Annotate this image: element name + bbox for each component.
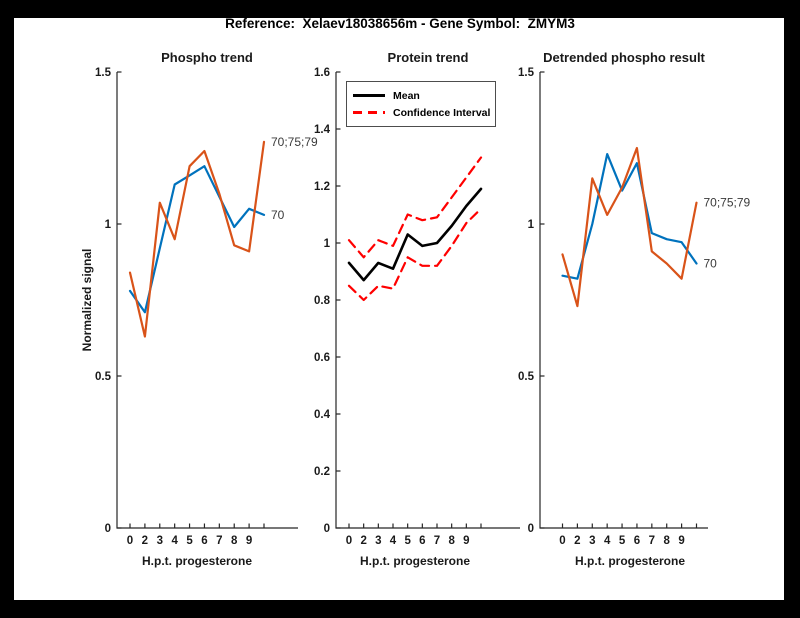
figure-title: Reference: Xelaev18038656m - Gene Symbol… <box>225 16 575 31</box>
x-tick-label: 5 <box>186 535 193 547</box>
series-line-70-75-79 <box>128 140 266 338</box>
x-axis-label-middle: H.p.t. progesterone <box>359 554 471 568</box>
confidence-interval-line-sample <box>353 111 385 114</box>
series-end-label-70: 70 <box>704 257 718 271</box>
series-line-confidence-interval-upper <box>347 156 483 259</box>
axis-spines-panel-2 <box>539 72 708 529</box>
y-tick-label: 0.5 <box>518 371 535 383</box>
y-tick-label: 0 <box>105 523 111 535</box>
legend-label-mean: Mean <box>393 89 420 102</box>
x-tick-label: 6 <box>634 535 640 547</box>
x-tick-label: 5 <box>404 535 411 547</box>
mean-line-sample <box>353 94 385 97</box>
y-tick-label: 0 <box>324 523 330 535</box>
x-tick-label: 7 <box>216 535 222 547</box>
x-tick-label: 6 <box>419 535 425 547</box>
x-tick-label: 6 <box>201 535 207 547</box>
y-tick-label: 0.4 <box>314 409 331 421</box>
y-tick-label: 1.6 <box>314 67 330 79</box>
series-end-label-70-75-79: 70;75;79 <box>704 196 751 210</box>
y-tick-label: 0.6 <box>314 352 330 364</box>
legend-label-confidence-interval: Confidence Interval <box>393 106 491 119</box>
x-tick-label: 8 <box>231 535 238 547</box>
series-line-confidence-interval-lower <box>347 207 483 302</box>
x-tick-label: 3 <box>589 535 595 547</box>
y-tick-label: 0.5 <box>95 371 112 383</box>
x-axis-label-left: H.p.t. progesterone <box>141 554 253 568</box>
series-end-label-70-75-79: 70;75;79 <box>271 135 318 149</box>
series-end-label-70: 70 <box>271 208 285 222</box>
x-tick-label: 2 <box>574 535 580 547</box>
x-tick-label: 7 <box>649 535 655 547</box>
x-tick-label: 3 <box>157 535 163 547</box>
y-tick-label: 0.2 <box>314 466 330 478</box>
y-tick-label: 1.5 <box>95 67 112 79</box>
legend-item-mean: Mean <box>353 87 489 104</box>
y-tick-label: 0 <box>528 523 534 535</box>
x-tick-label: 0 <box>127 535 133 547</box>
series-line-70 <box>128 165 266 314</box>
x-tick-label: 9 <box>246 535 252 547</box>
x-tick-label: 9 <box>678 535 684 547</box>
x-tick-label: 2 <box>142 535 148 547</box>
x-tick-label: 9 <box>463 535 469 547</box>
y-tick-label: 1 <box>528 219 535 231</box>
panel-title-protein-trend: Protein trend <box>387 50 469 65</box>
x-tick-label: 0 <box>346 535 352 547</box>
panel-title-detrended-phospho-result: Detrended phospho result <box>543 50 705 65</box>
x-tick-label: 5 <box>619 535 626 547</box>
x-tick-label: 4 <box>604 535 611 547</box>
legend-item-confidence-interval: Confidence Interval <box>353 104 491 121</box>
legend: Mean Confidence Interval <box>346 81 496 127</box>
x-tick-label: 2 <box>360 535 366 547</box>
y-tick-label: 1.4 <box>314 124 331 136</box>
x-axis-label-right: H.p.t. progesterone <box>574 554 686 568</box>
y-axis-label-normalized-signal: Normalized signal <box>80 248 94 352</box>
y-tick-label: 1 <box>324 238 331 250</box>
series-line-70-75-79 <box>561 146 698 308</box>
x-tick-label: 0 <box>559 535 565 547</box>
y-tick-label: 1 <box>105 219 112 231</box>
y-tick-label: 1.2 <box>314 181 330 193</box>
x-tick-label: 8 <box>664 535 671 547</box>
panel-title-phospho-trend: Phospho trend <box>161 50 253 65</box>
x-tick-label: 7 <box>434 535 440 547</box>
x-tick-label: 8 <box>448 535 455 547</box>
series-line-mean <box>347 187 483 282</box>
y-tick-label: 0.8 <box>314 295 331 307</box>
x-tick-label: 4 <box>390 535 397 547</box>
x-tick-label: 3 <box>375 535 381 547</box>
y-tick-label: 1.5 <box>518 67 535 79</box>
x-tick-label: 4 <box>171 535 178 547</box>
